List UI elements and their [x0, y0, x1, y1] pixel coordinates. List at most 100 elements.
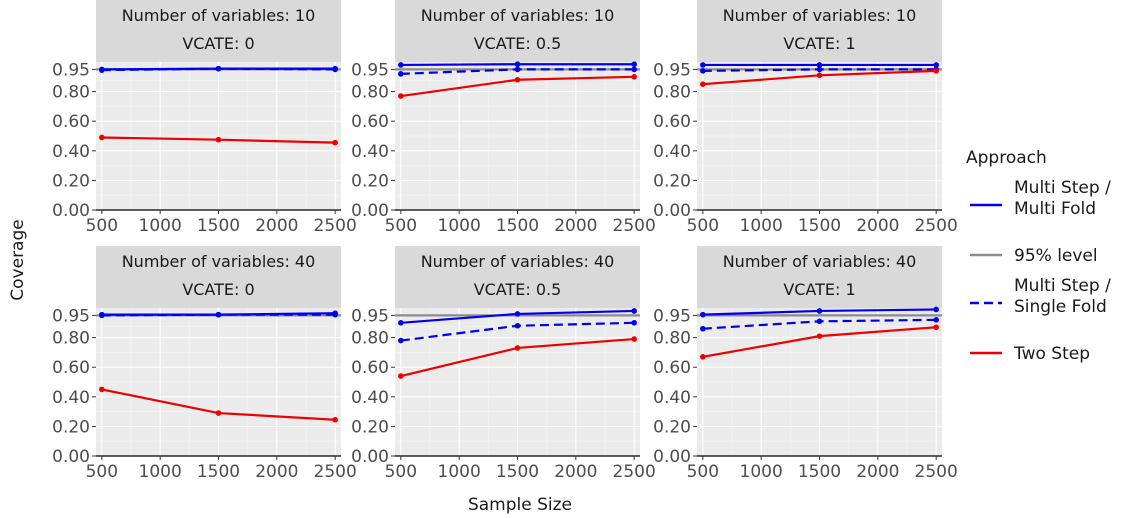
- x-tick-label: 1500: [496, 462, 539, 482]
- y-tick-label: 0.20: [351, 171, 389, 191]
- facet-strip-label: VCATE: 0: [182, 280, 254, 299]
- x-tick-label: 1500: [798, 462, 841, 482]
- x-tick-label: 500: [687, 462, 719, 482]
- data-point-mssf: [700, 68, 706, 74]
- facet-strip: [395, 0, 640, 62]
- facet-panel: Number of variables: 40 VCATE: 0 0.00 0.20 0…: [52, 246, 357, 482]
- legend-item-level: 95% level: [970, 246, 1098, 266]
- facet-strip-label: Number of variables: 40: [122, 252, 316, 271]
- legend-label: Two Step: [1013, 344, 1090, 364]
- y-tick-label: 0.60: [653, 112, 691, 132]
- y-tick-label: 0.95: [351, 306, 389, 326]
- facet-panel: Number of variables: 40 VCATE: 0.5 0.00 0.2…: [351, 246, 656, 482]
- data-point-mssf: [933, 317, 939, 323]
- y-tick-label: 0.00: [351, 447, 389, 467]
- data-point-mssf: [816, 318, 823, 325]
- y-tick-label: 0.20: [52, 171, 90, 191]
- x-tick-label: 1500: [798, 216, 841, 236]
- y-tick-label: 0.95: [52, 306, 90, 326]
- data-point-two: [816, 333, 823, 339]
- y-tick-label: 0.40: [653, 388, 691, 408]
- x-tick-label: 2000: [856, 462, 899, 482]
- legend-item-two: Two Step: [970, 344, 1090, 364]
- data-point-msmf: [631, 61, 637, 68]
- y-tick-label: 0.20: [351, 417, 389, 437]
- facet-strip-label: VCATE: 0.5: [474, 280, 562, 299]
- y-tick-label: 0.40: [52, 388, 90, 408]
- data-point-two: [700, 354, 706, 360]
- y-tick-label: 0.40: [351, 388, 389, 408]
- data-point-msmf: [933, 306, 939, 313]
- y-tick-label: 0.95: [653, 306, 691, 326]
- x-tick-label: 500: [86, 216, 118, 236]
- data-point-mssf: [398, 337, 404, 344]
- facet-strip-label: Number of variables: 40: [723, 252, 917, 271]
- x-tick-label: 500: [385, 462, 417, 482]
- x-tick-label: 2500: [314, 462, 357, 482]
- data-point-two: [398, 93, 404, 99]
- data-point-mssf: [215, 311, 222, 318]
- facet-strip-label: VCATE: 0: [182, 34, 254, 53]
- data-point-two: [332, 139, 338, 146]
- x-tick-label: 2500: [613, 462, 656, 482]
- data-point-msmf: [816, 308, 823, 314]
- y-tick-label: 0.80: [653, 83, 691, 103]
- y-axis-label: Coverage: [8, 219, 28, 300]
- x-tick-label: 2500: [915, 216, 958, 236]
- legend-label: Single Fold: [1014, 297, 1107, 317]
- legend-label: Multi Step /: [1014, 178, 1111, 198]
- y-tick-label: 0.00: [52, 201, 90, 221]
- data-point-two: [631, 336, 637, 342]
- data-point-mssf: [398, 71, 404, 77]
- x-tick-label: 1000: [740, 462, 783, 482]
- y-tick-label: 0.60: [351, 112, 389, 132]
- data-point-mssf: [332, 66, 338, 73]
- data-point-two: [215, 410, 222, 416]
- x-tick-label: 1000: [438, 462, 481, 482]
- x-tick-label: 500: [86, 462, 118, 482]
- data-point-mssf: [332, 311, 338, 318]
- y-tick-label: 0.20: [653, 417, 691, 437]
- y-tick-label: 0.95: [52, 60, 90, 80]
- data-point-mssf: [215, 65, 222, 72]
- data-point-two: [514, 345, 521, 351]
- x-tick-label: 1500: [197, 216, 240, 236]
- data-point-two: [933, 68, 939, 74]
- x-tick-label: 1000: [438, 216, 481, 236]
- facet-panel: Number of variables: 40 VCATE: 1 0.00 0.20 0…: [653, 246, 958, 482]
- data-point-msmf: [700, 311, 706, 318]
- y-tick-label: 0.95: [351, 60, 389, 80]
- facet-strip-label: Number of variables: 10: [122, 6, 316, 25]
- y-tick-label: 0.00: [52, 447, 90, 467]
- y-tick-label: 0.60: [653, 358, 691, 378]
- data-point-two: [398, 373, 404, 379]
- data-point-msmf: [631, 308, 637, 314]
- data-point-two: [215, 136, 222, 143]
- data-point-two: [514, 76, 521, 83]
- y-tick-label: 0.40: [52, 142, 90, 162]
- x-tick-label: 500: [385, 216, 417, 236]
- data-point-two: [631, 74, 637, 80]
- x-tick-label: 2500: [915, 462, 958, 482]
- x-tick-label: 2000: [255, 216, 298, 236]
- data-point-mssf: [514, 66, 521, 73]
- facet-strip: [96, 246, 341, 308]
- y-tick-label: 0.40: [351, 142, 389, 162]
- x-tick-label: 1000: [139, 462, 182, 482]
- data-point-two: [816, 72, 823, 79]
- legend-label: Multi Fold: [1014, 199, 1096, 219]
- facet-strip: [697, 246, 942, 308]
- legend-title: Approach: [966, 148, 1047, 168]
- facet-strip: [96, 0, 341, 62]
- data-point-msmf: [700, 62, 706, 68]
- facet-strip-label: VCATE: 1: [783, 280, 855, 299]
- data-point-two: [332, 416, 338, 423]
- y-tick-label: 0.95: [653, 60, 691, 80]
- y-tick-label: 0.60: [351, 358, 389, 378]
- data-point-two: [933, 324, 939, 331]
- x-tick-label: 1500: [197, 462, 240, 482]
- data-point-msmf: [816, 62, 823, 68]
- facet-strip-label: Number of variables: 40: [421, 252, 615, 271]
